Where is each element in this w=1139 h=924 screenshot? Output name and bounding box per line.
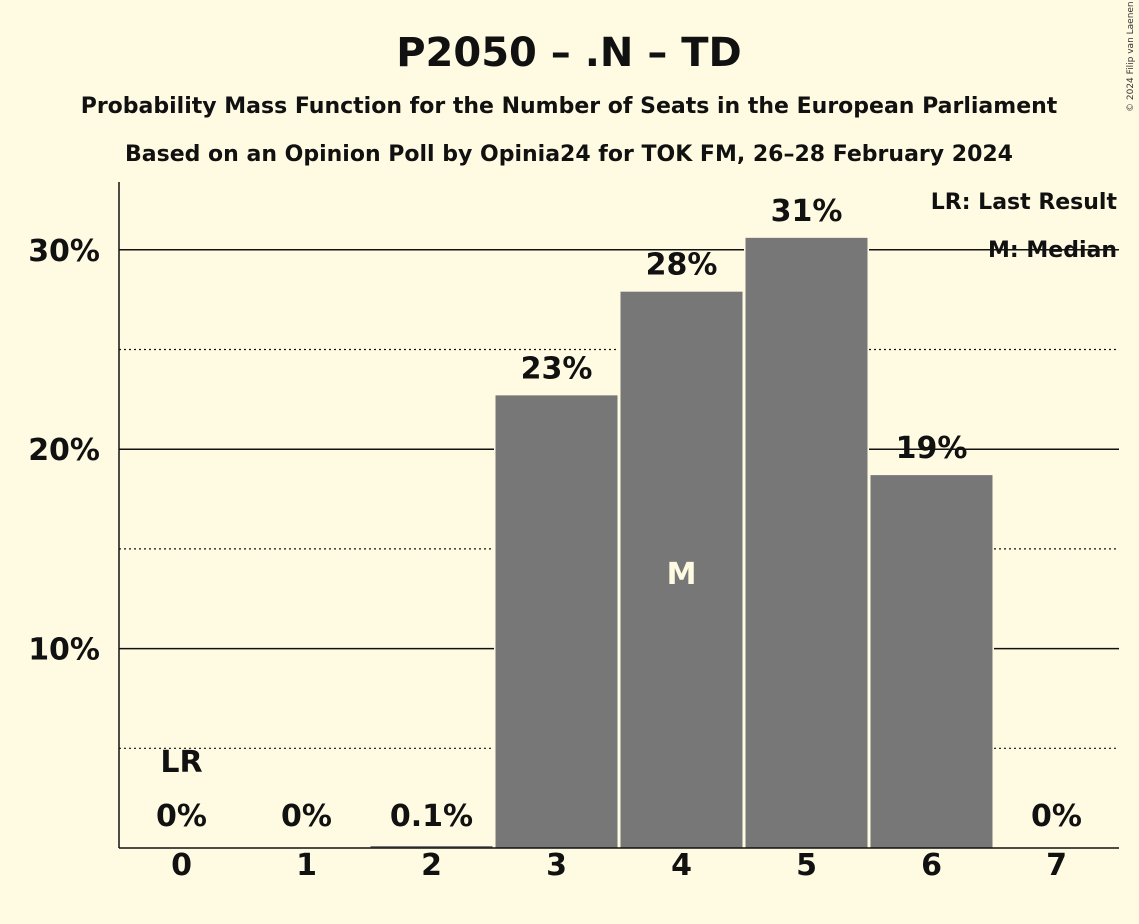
copyright-notice: © 2024 Filip van Laenen	[1126, 1, 1136, 112]
x-tick-label: 2	[421, 848, 442, 883]
bar-gap-left	[744, 237, 746, 848]
legend-last-result: LR: Last Result	[931, 190, 1118, 215]
bar-gap-right	[492, 846, 494, 848]
data-label: 0%	[1031, 799, 1082, 834]
x-tick-label: 6	[921, 848, 942, 883]
y-tick-label: 30%	[28, 234, 100, 269]
bar	[745, 237, 868, 848]
last-result-marker: LR	[160, 745, 202, 780]
data-label: 23%	[521, 351, 593, 386]
bar	[495, 395, 618, 848]
legend-median: M: Median	[988, 238, 1117, 263]
data-label: 19%	[896, 431, 968, 466]
y-tick-label: 10%	[28, 633, 100, 668]
bar-gap-right	[617, 395, 619, 848]
x-tick-label: 3	[546, 848, 567, 883]
bar-gap-right	[742, 291, 744, 848]
chart-title: P2050 – .N – TD	[396, 30, 742, 76]
bar-gap-left	[869, 475, 871, 848]
bar-layer	[369, 237, 994, 848]
bar	[620, 291, 743, 848]
bar	[370, 846, 493, 848]
bar-gap-right	[867, 237, 869, 848]
x-tick-label: 5	[796, 848, 817, 883]
x-tick-label: 0	[171, 848, 192, 883]
chart-subtitle-1: Probability Mass Function for the Number…	[81, 94, 1058, 119]
x-tick-label: 7	[1046, 848, 1067, 883]
bar-gap-left	[619, 291, 621, 848]
bar-gap-right	[992, 475, 994, 848]
data-label: 28%	[646, 248, 718, 283]
bar-gap-left	[369, 846, 371, 848]
bar-gap-left	[494, 395, 496, 848]
median-marker: M	[667, 557, 697, 592]
x-tick-label: 4	[671, 848, 692, 883]
x-tick-label: 1	[296, 848, 317, 883]
data-label: 0%	[156, 799, 207, 834]
y-tick-label: 20%	[28, 433, 100, 468]
chart-subtitle-2: Based on an Opinion Poll by Opinia24 for…	[125, 142, 1013, 167]
label-layer: 10%20%30%00%LR10%20.1%323%428%M531%619%7…	[28, 194, 1082, 883]
bar	[870, 475, 993, 848]
data-label: 31%	[771, 194, 843, 229]
data-label: 0.1%	[390, 799, 473, 834]
data-label: 0%	[281, 799, 332, 834]
